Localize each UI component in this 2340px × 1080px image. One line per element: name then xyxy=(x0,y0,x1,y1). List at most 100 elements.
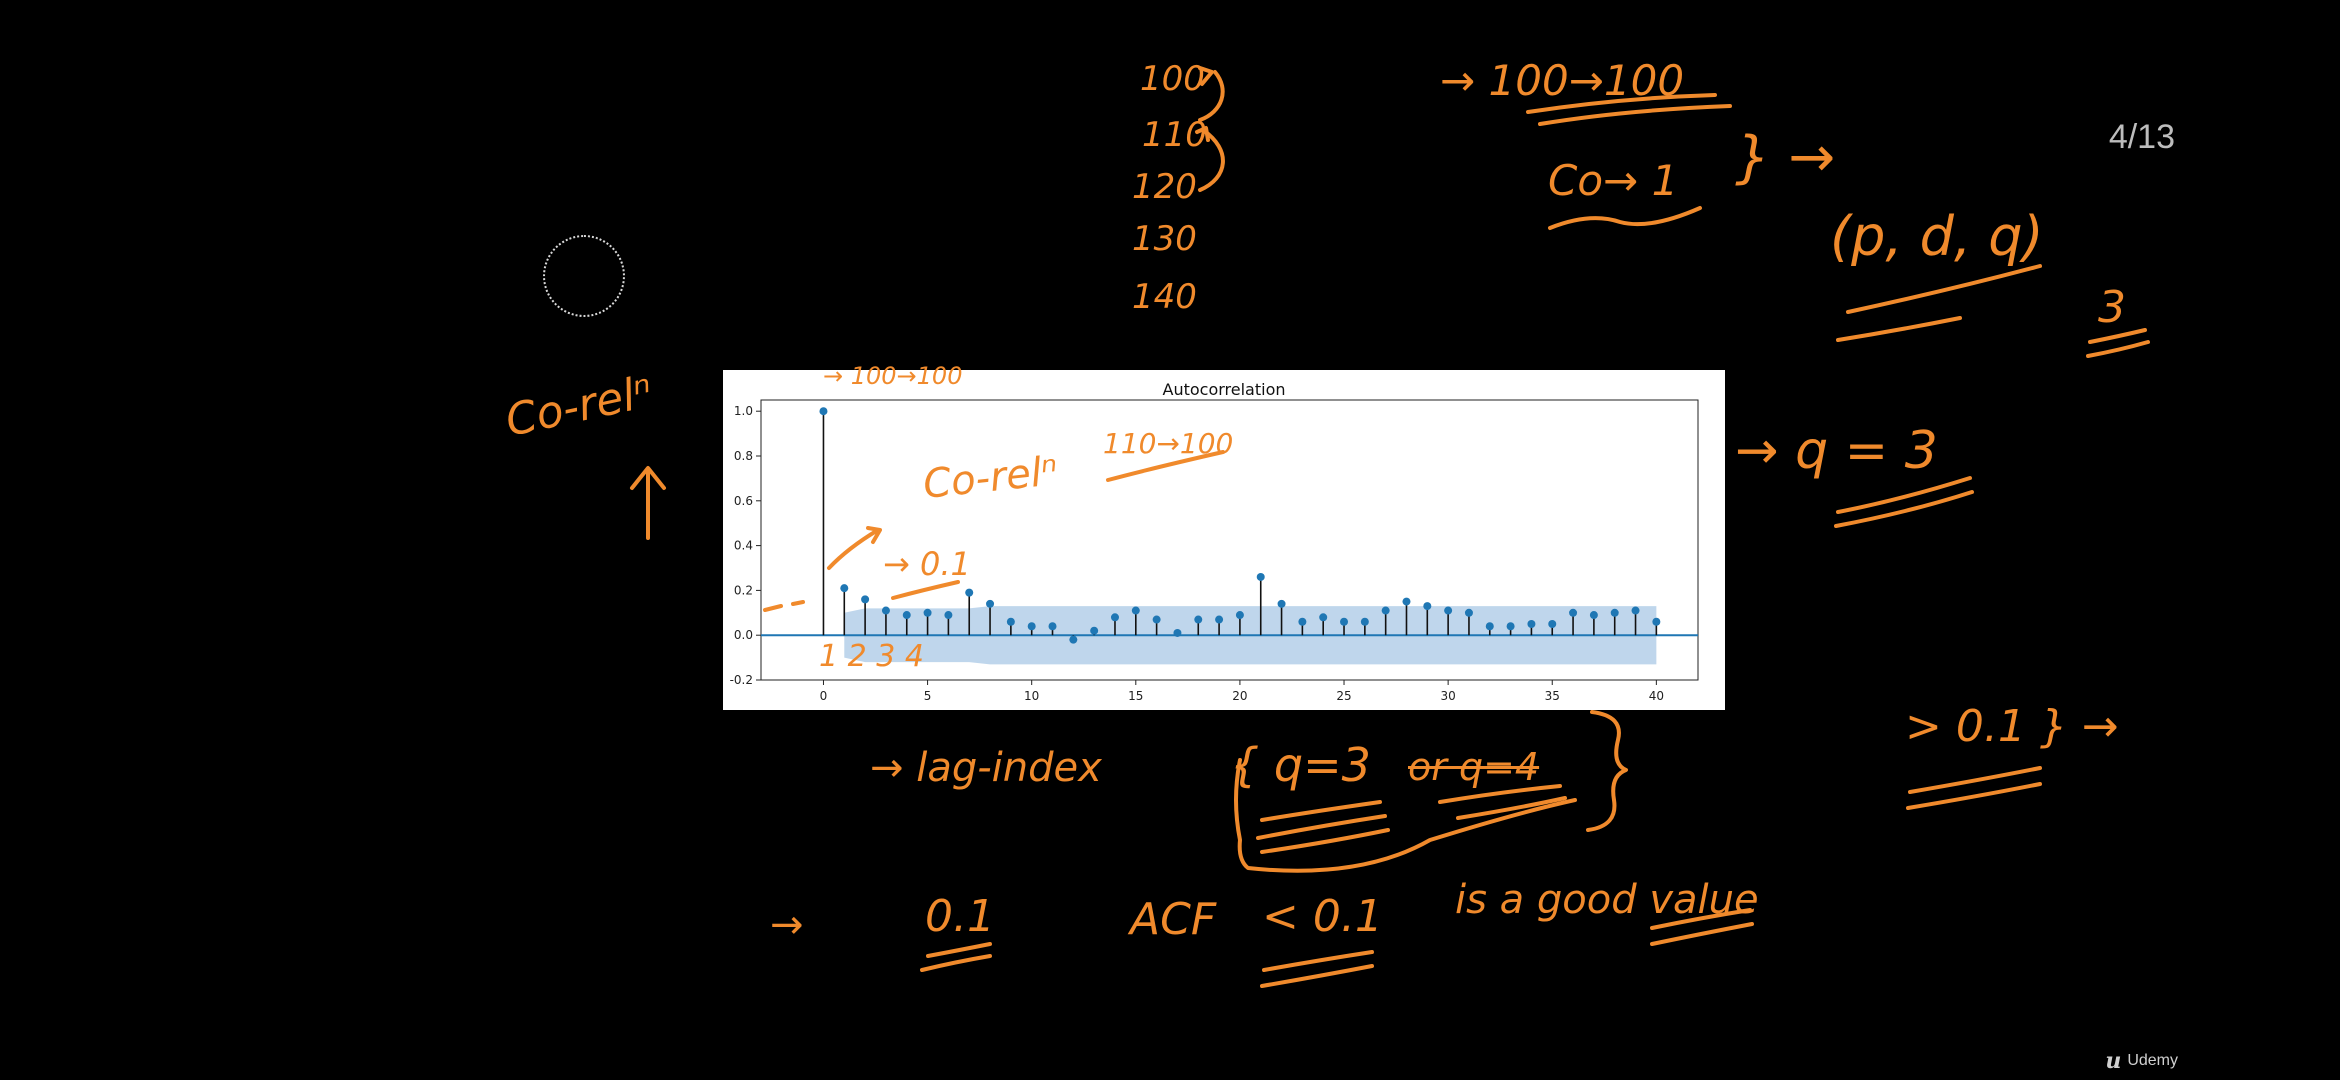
udemy-brand-text: Udemy xyxy=(2127,1052,2178,1069)
acf-point xyxy=(1173,628,1182,637)
note-top-mapping: → 100→100 xyxy=(1440,56,1685,105)
ink-underline-01 xyxy=(920,942,992,972)
note-q-equals-3: → q = 3 xyxy=(1735,421,1938,481)
y-tick-label: 0.0 xyxy=(734,628,753,642)
acf-point xyxy=(881,606,890,615)
note-bottom-arrow: → xyxy=(770,902,804,948)
ink-underline-gt xyxy=(1906,766,2042,810)
note-list-130: 130 xyxy=(1132,219,1197,259)
acf-point xyxy=(861,595,870,604)
acf-chart: Autocorrelation -0.2 0.0 0.2 0.4 0.6 0.8 1.0 0 5… xyxy=(723,364,1725,710)
x-tick-label: 20 xyxy=(1232,689,1247,703)
note-bottom-value: 0.1 xyxy=(925,891,995,942)
acf-point xyxy=(986,599,995,608)
acf-point xyxy=(1589,611,1598,620)
ink-underline-3 xyxy=(2086,328,2150,358)
x-tick-label: 40 xyxy=(1649,689,1664,703)
acf-point xyxy=(1090,626,1099,635)
y-tick-label: 0.4 xyxy=(734,539,753,553)
note-inside-map: 110→100 xyxy=(1103,427,1234,460)
y-tick-label: -0.2 xyxy=(730,673,753,687)
acf-point xyxy=(1235,611,1244,620)
x-tick-label: 5 xyxy=(924,689,932,703)
note-good-value: is a good value xyxy=(1455,877,1759,923)
acf-point xyxy=(1277,599,1286,608)
acf-point xyxy=(1256,572,1265,581)
acf-point xyxy=(1069,635,1078,644)
note-left-corr: Co-relⁿ xyxy=(501,366,658,447)
ink-underline-cond xyxy=(1260,950,1374,988)
note-pdq: (p, d, q) xyxy=(1830,205,2044,268)
acf-plot: -0.2 0.0 0.2 0.4 0.6 0.8 1.0 0 5 10 15 20 25 30 35 40 xyxy=(730,399,1699,703)
chart-title: Autocorrelation xyxy=(1162,380,1286,399)
acf-point xyxy=(1194,615,1203,624)
acf-point xyxy=(1152,615,1161,624)
note-inside-threshold: → 0.1 xyxy=(883,545,971,583)
acf-point xyxy=(1569,608,1578,617)
note-acf-label: ACF xyxy=(1130,894,1217,945)
pointer-cursor-circle xyxy=(543,235,625,317)
x-tick-label: 25 xyxy=(1336,689,1351,703)
acf-point xyxy=(1506,622,1515,631)
acf-point xyxy=(1340,617,1349,626)
x-tick-label: 35 xyxy=(1545,689,1560,703)
ink-lag-q4-scribble xyxy=(1438,784,1567,820)
y-tick-label: 0.6 xyxy=(734,494,753,508)
note-brace-arrow: } → xyxy=(1735,125,1836,190)
plot-frame xyxy=(760,399,1699,681)
note-acf-condition: < 0.1 xyxy=(1262,891,1383,942)
acf-point xyxy=(1610,608,1619,617)
note-list-110: 110 xyxy=(1142,115,1207,155)
acf-point xyxy=(1381,606,1390,615)
acf-point xyxy=(1110,613,1119,622)
acf-point xyxy=(1527,620,1536,628)
acf-point xyxy=(1319,613,1328,622)
acf-point xyxy=(1215,615,1224,624)
x-tick-label: 15 xyxy=(1128,689,1143,703)
note-right-gt: > 0.1 } → xyxy=(1905,701,2119,752)
acf-point xyxy=(1048,622,1057,631)
note-pdq-result: 3 xyxy=(2098,282,2126,333)
acf-point xyxy=(1464,608,1473,617)
note-corr-one: Co→ 1 xyxy=(1548,156,1679,205)
acf-point xyxy=(1027,622,1036,631)
note-lag-q4-struck: or q=4 xyxy=(1408,745,1540,789)
ink-lag-underlines xyxy=(1256,800,1390,854)
acf-point xyxy=(840,584,849,593)
x-tick-label: 30 xyxy=(1440,689,1455,703)
note-lag-q3: { q=3 xyxy=(1230,738,1371,792)
acf-point xyxy=(1423,602,1432,611)
note-inside-arrow: → 100→100 xyxy=(823,362,963,390)
note-list-120: 120 xyxy=(1132,167,1197,207)
x-tick-label: 10 xyxy=(1024,689,1039,703)
y-tick-label: 0.2 xyxy=(734,583,753,597)
ink-underline-corr xyxy=(1548,206,1702,230)
acf-point xyxy=(1006,617,1015,626)
page-counter: 4/13 xyxy=(2108,118,2175,156)
acf-point xyxy=(944,611,953,620)
ink-up-arrow-left xyxy=(630,466,666,540)
acf-point xyxy=(1631,606,1640,615)
acf-point xyxy=(819,407,828,416)
acf-point xyxy=(1652,617,1661,626)
acf-point xyxy=(965,588,974,597)
acf-point xyxy=(1402,597,1411,606)
acf-point xyxy=(1485,622,1494,631)
acf-point xyxy=(1131,606,1140,615)
udemy-watermark: u Udemy xyxy=(2105,1048,2178,1074)
note-lag-numbers: 1 2 3 4 xyxy=(819,639,924,674)
note-list-100: 100 xyxy=(1140,59,1205,99)
acf-point xyxy=(1360,617,1369,626)
ink-right-brace-lag xyxy=(1586,710,1628,832)
ink-underline-pdq xyxy=(1836,264,2042,342)
acf-point xyxy=(1298,617,1307,626)
acf-point xyxy=(902,611,911,620)
acf-point xyxy=(1444,606,1453,615)
udemy-logo-icon: u xyxy=(2105,1048,2122,1074)
note-lag-index: → lag-index xyxy=(870,745,1102,791)
x-tick-label: 0 xyxy=(820,689,828,703)
y-tick-label: 1.0 xyxy=(734,404,753,418)
y-tick-label: 0.8 xyxy=(734,449,753,463)
note-list-140: 140 xyxy=(1132,277,1197,317)
ink-underline-q3 xyxy=(1834,476,1974,528)
